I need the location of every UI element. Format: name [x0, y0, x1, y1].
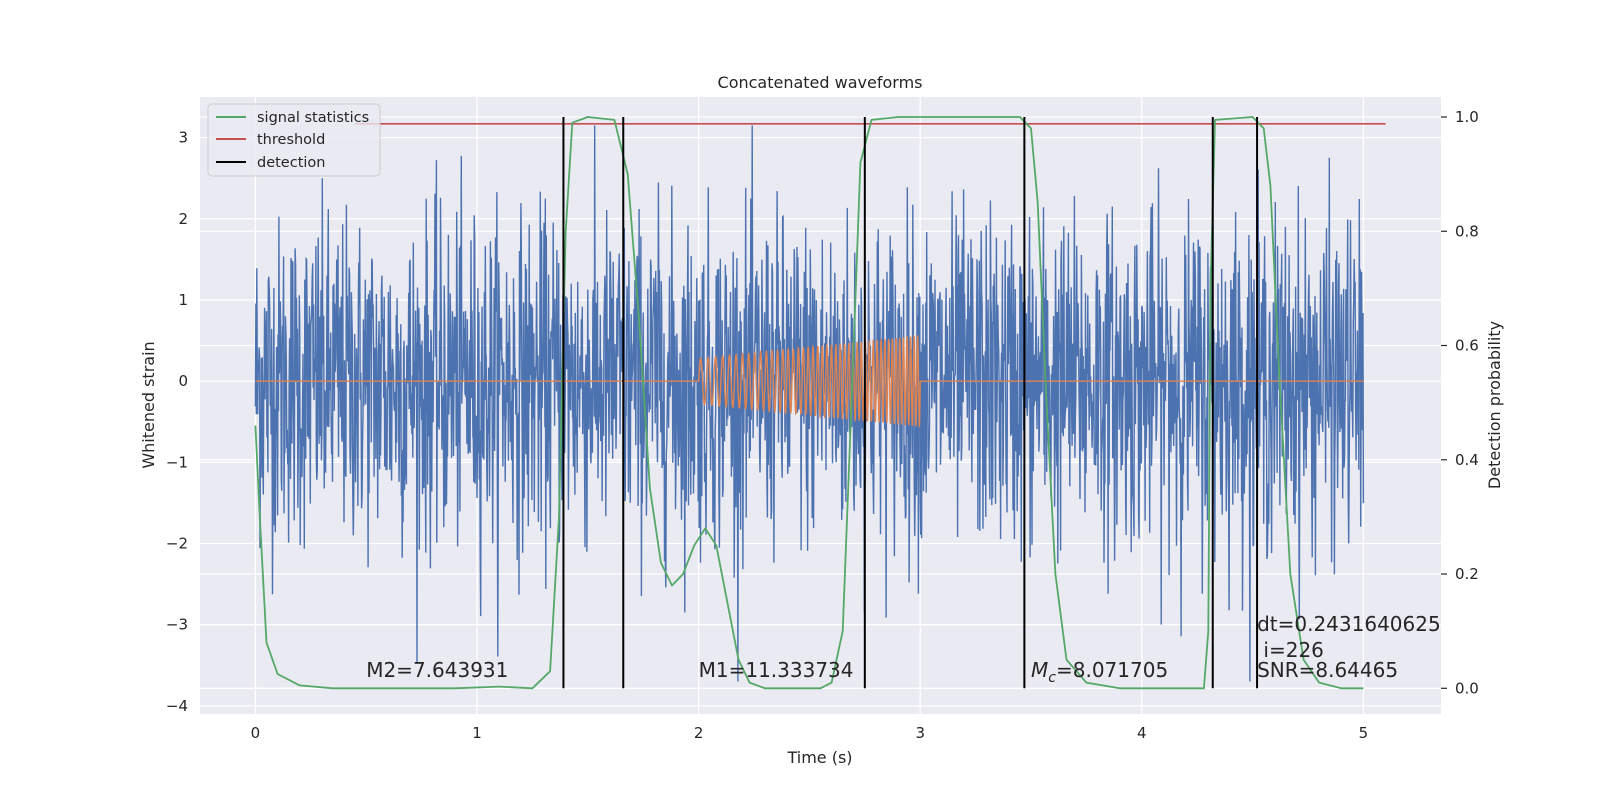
y-axis-label: Whitened strain	[139, 341, 158, 468]
y-right-tick-label: 0.6	[1455, 337, 1479, 355]
annotation-text: M2=7.643931	[366, 658, 508, 682]
legend-label-detection: detection	[257, 155, 325, 171]
y-tick-label: −1	[166, 453, 188, 471]
annotation-text: Mc=8.071705	[1031, 658, 1168, 686]
y-right-tick-label: 0.2	[1455, 565, 1479, 583]
y-tick-label: 3	[178, 129, 188, 147]
y-right-tick-label: 0.4	[1455, 451, 1479, 469]
y-right-tick-label: 1.0	[1455, 108, 1479, 126]
y-tick-label: −4	[166, 697, 188, 715]
y-tick-label: 1	[178, 291, 188, 309]
x-tick-label: 4	[1137, 724, 1147, 742]
series-template-line	[255, 334, 1364, 428]
series-signal-statistics-line	[254, 116, 1364, 690]
y-right-tick-label: 0.0	[1455, 679, 1479, 697]
y-right-tick-label: 0.8	[1455, 222, 1479, 240]
series-noise-line	[254, 125, 1365, 682]
y-tick-label: 2	[178, 210, 188, 228]
x-tick-label: 3	[915, 724, 925, 742]
y-tick-label: −3	[166, 616, 188, 634]
annotations: M2=7.643931 M1=11.333734 Mc=8.071705 dt=0.2…	[366, 612, 1440, 686]
annotation-text: SNR=8.64465	[1257, 658, 1398, 682]
y-tick-label: 0	[178, 372, 188, 390]
x-tick-label: 0	[251, 724, 261, 742]
x-axis-label: Time (s)	[786, 748, 852, 767]
x-tick-label: 2	[694, 724, 704, 742]
legend-frame	[207, 103, 381, 177]
legend-label-threshold: threshold	[257, 132, 325, 148]
series-layer	[254, 116, 1386, 690]
legend-label-signal-statistics: signal statistics	[257, 110, 369, 126]
ticks: 0 1 2 3 4 5 3 2 1 0 −1 −2 −3 −4 1.0 0.8 0.6 0.4 0.2 0.0	[166, 108, 1479, 742]
annotation-text: M1=11.333734	[699, 658, 854, 682]
x-tick-label: 1	[472, 724, 482, 742]
annotation-text: i=226	[1257, 638, 1324, 662]
annotation-text: dt=0.2431640625	[1257, 612, 1441, 636]
y-tick-label: −2	[166, 535, 188, 553]
x-tick-label: 5	[1359, 724, 1369, 742]
legend: signal statistics threshold detection	[207, 103, 381, 177]
chart-title: Concatenated waveforms	[718, 73, 923, 92]
y-axis-right-label: Detection probability	[1485, 321, 1504, 489]
